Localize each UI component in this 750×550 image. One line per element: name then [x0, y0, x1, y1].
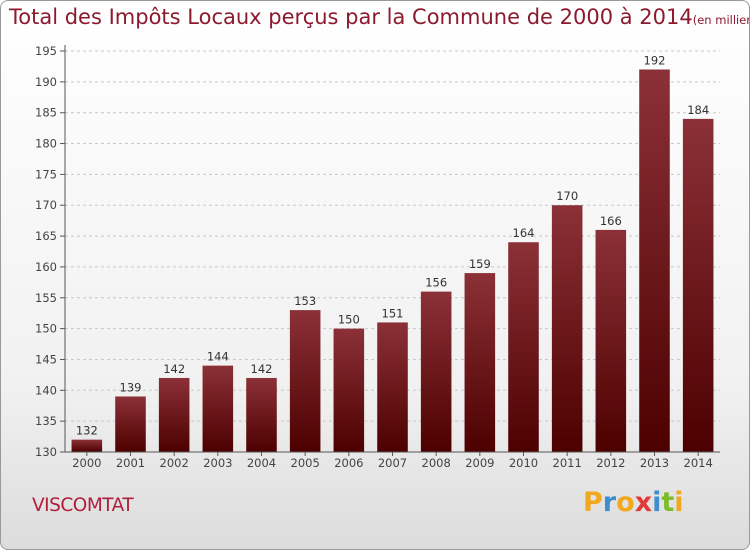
bar-value-label: 142: [163, 362, 185, 376]
bar-value-label: 184: [687, 103, 709, 117]
x-tick-label: 2011: [553, 456, 582, 470]
x-tick-label: 2004: [247, 456, 276, 470]
x-tick-label: 2001: [116, 456, 145, 470]
chart-title-unit: (en milliers d'€): [692, 13, 749, 27]
commune-name: VISCOMTAT: [32, 495, 134, 516]
bar: [158, 377, 190, 452]
logo-letter: r: [602, 487, 617, 518]
bar: [377, 322, 408, 452]
chart-title: Total des Impôts Locaux perçus par la Co…: [9, 5, 749, 29]
x-tick-label: 2012: [596, 456, 625, 470]
x-tick-label: 2006: [334, 456, 363, 470]
y-tick-label: 130: [35, 445, 57, 459]
y-tick-label: 135: [35, 414, 57, 428]
bar-value-label: 150: [338, 313, 360, 327]
y-tick-label: 175: [35, 167, 57, 181]
y-tick-label: 140: [35, 383, 57, 397]
y-tick-label: 165: [35, 229, 57, 243]
proxiti-logo: Proxiti: [583, 487, 684, 518]
x-tick-label: 2010: [509, 456, 538, 470]
bar: [639, 69, 670, 452]
bar-value-label: 159: [469, 257, 491, 271]
bar-value-label: 144: [207, 350, 229, 364]
bar: [246, 377, 277, 452]
bar-value-label: 164: [513, 226, 535, 240]
bar-value-label: 153: [294, 294, 316, 308]
x-tick-label: 2005: [291, 456, 320, 470]
bar: [595, 229, 627, 452]
y-tick-label: 190: [35, 75, 57, 89]
bar: [289, 310, 321, 452]
logo-letter: i: [652, 487, 662, 518]
x-tick-label: 2000: [72, 456, 101, 470]
x-tick-label: 2003: [203, 456, 232, 470]
axes: 130 135 140 145 150 155 160 165 170 175 180 185 190 1…: [35, 44, 720, 470]
bar: [115, 396, 146, 452]
chart-title-main: Total des Impôts Locaux perçus par la Co…: [9, 5, 693, 29]
bar-value-label: 192: [644, 54, 666, 68]
logo-letter: t: [661, 487, 675, 518]
bar-value-label: 166: [600, 214, 622, 228]
y-tick-label: 160: [35, 260, 57, 274]
x-tick-label: 2013: [640, 456, 669, 470]
bar-value-label: 170: [556, 189, 578, 203]
bars: 132 139 142 144 142 153 150 151 156 159 164 170 166 1…: [71, 54, 714, 452]
y-tick-label: 145: [35, 352, 57, 366]
logo-letter: i: [674, 487, 684, 518]
y-tick-label: 155: [35, 291, 57, 305]
y-tick-label: 170: [35, 198, 57, 212]
bar-value-label: 132: [76, 424, 98, 438]
bar: [420, 291, 452, 452]
bar-value-label: 151: [382, 306, 404, 320]
x-tick-label: 2008: [422, 456, 451, 470]
logo-letter: o: [616, 487, 635, 518]
y-tick-label: 195: [35, 44, 57, 58]
bar-value-label: 156: [425, 276, 447, 290]
y-tick-label: 150: [35, 322, 57, 336]
x-tick-label: 2007: [378, 456, 407, 470]
bar-value-label: 139: [120, 380, 142, 394]
logo-letter: P: [583, 487, 603, 518]
bar: [682, 118, 714, 452]
x-tick-label: 2002: [160, 456, 189, 470]
bar: [333, 328, 365, 452]
bar: [551, 205, 583, 452]
bar: [71, 439, 103, 452]
x-tick-label: 2009: [465, 456, 494, 470]
bar: [202, 365, 234, 452]
y-tick-label: 180: [35, 137, 57, 151]
bar: [508, 242, 539, 452]
bar-value-label: 142: [251, 362, 273, 376]
x-tick-label: 2014: [684, 456, 713, 470]
logo-letter: x: [634, 487, 653, 518]
bar: [464, 273, 496, 452]
y-tick-label: 185: [35, 106, 57, 120]
